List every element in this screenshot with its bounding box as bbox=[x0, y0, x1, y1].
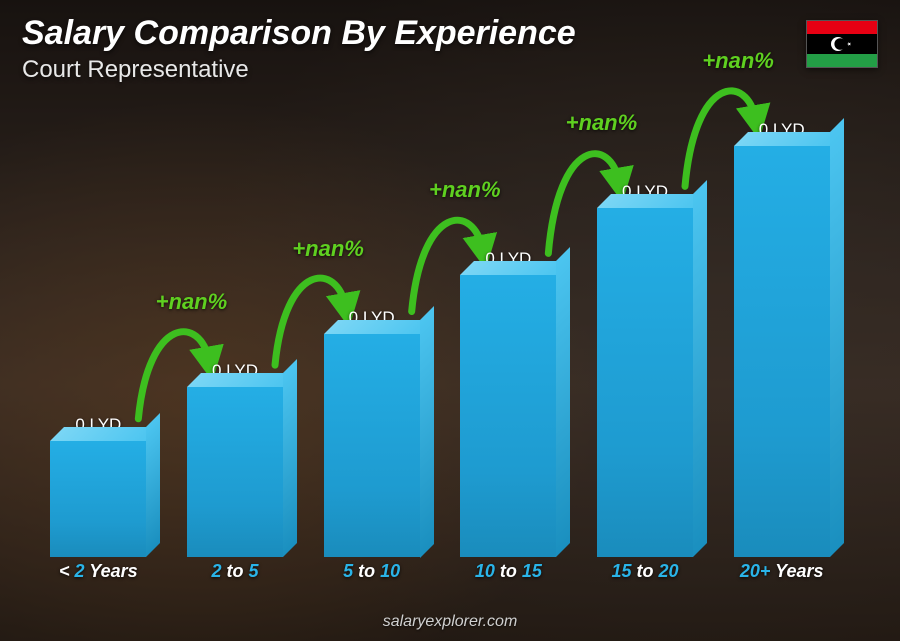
bar-top-cap bbox=[187, 373, 297, 387]
flag-icon bbox=[806, 20, 878, 68]
chart-container: Salary Comparison By Experience Court Re… bbox=[0, 0, 900, 641]
chart-title: Salary Comparison By Experience bbox=[22, 14, 576, 53]
flag-stripe-top bbox=[807, 21, 877, 34]
bar bbox=[50, 441, 146, 557]
bar-side bbox=[693, 180, 707, 557]
flag-symbol-icon bbox=[827, 34, 857, 54]
bar-side bbox=[556, 247, 570, 557]
bar-front bbox=[50, 441, 146, 557]
x-axis-labels: < 2 Years2 to 55 to 1010 to 1515 to 2020… bbox=[30, 561, 850, 585]
bar-front bbox=[324, 334, 420, 558]
bar-top-cap bbox=[734, 132, 844, 146]
increase-label: +nan% bbox=[429, 177, 501, 203]
x-label: 15 to 20 bbox=[577, 561, 714, 585]
bar bbox=[187, 387, 283, 557]
x-label: 2 to 5 bbox=[167, 561, 304, 585]
x-label: 5 to 10 bbox=[303, 561, 440, 585]
bar-slot: 0 LYD bbox=[30, 110, 167, 557]
x-label: 20+ Years bbox=[713, 561, 850, 585]
bar-top-cap bbox=[50, 427, 160, 441]
bar bbox=[734, 146, 830, 557]
bar-side bbox=[420, 306, 434, 558]
bar-front bbox=[597, 208, 693, 557]
bar-slot: 0 LYD bbox=[577, 110, 714, 557]
x-label: 10 to 15 bbox=[440, 561, 577, 585]
bar-slot: 0 LYD bbox=[167, 110, 304, 557]
increase-label: +nan% bbox=[702, 48, 774, 74]
bar bbox=[597, 208, 693, 557]
increase-label: +nan% bbox=[292, 236, 364, 262]
bar bbox=[460, 275, 556, 557]
bar-front bbox=[187, 387, 283, 557]
bar-top-cap bbox=[460, 261, 570, 275]
bar-front bbox=[460, 275, 556, 557]
increase-label: +nan% bbox=[566, 110, 638, 136]
bar-side bbox=[146, 413, 160, 557]
bar-side bbox=[830, 118, 844, 557]
increase-label: +nan% bbox=[156, 289, 228, 315]
footer-credit: salaryexplorer.com bbox=[0, 613, 900, 631]
bar-slot: 0 LYD bbox=[713, 110, 850, 557]
chart-subtitle: Court Representative bbox=[22, 56, 249, 84]
bar-top-cap bbox=[597, 194, 707, 208]
bar-slot: 0 LYD bbox=[303, 110, 440, 557]
flag-stripe-bottom bbox=[807, 54, 877, 67]
bar-chart: 0 LYD0 LYD0 LYD0 LYD0 LYD0 LYD < 2 Years… bbox=[30, 110, 850, 585]
bar bbox=[324, 334, 420, 558]
flag-stripe-mid bbox=[807, 34, 877, 54]
x-label: < 2 Years bbox=[30, 561, 167, 585]
bar-side bbox=[283, 359, 297, 557]
bar-top-cap bbox=[324, 320, 434, 334]
bar-front bbox=[734, 146, 830, 557]
